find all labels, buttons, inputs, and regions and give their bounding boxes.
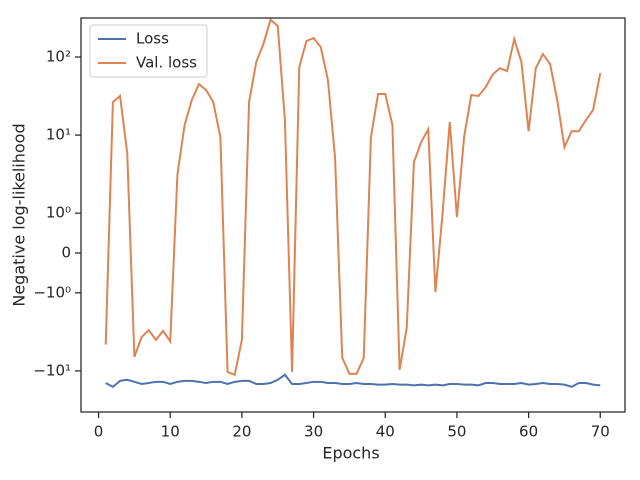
y-tick-label: 10¹: [46, 126, 71, 144]
line-series: [104, 18, 602, 377]
line-series: [105, 373, 601, 389]
y-tick-label: 10²: [46, 48, 71, 66]
x-tick-label: 10: [161, 423, 180, 441]
x-tick-label: 70: [591, 423, 610, 441]
x-tick-label: 0: [94, 423, 104, 441]
x-tick-label: 20: [232, 423, 251, 441]
x-tick-label: 50: [447, 423, 466, 441]
y-tick-label: 10⁰: [46, 204, 71, 222]
x-tick-label: 30: [304, 423, 323, 441]
legend-label: Val. loss: [136, 54, 197, 72]
legend: Loss Val. loss: [89, 24, 208, 78]
x-axis-label: Epochs: [322, 444, 379, 463]
y-axis-label: Negative log-likelihood: [10, 123, 29, 306]
x-tick-label: 40: [376, 423, 395, 441]
legend-label: Loss: [136, 30, 169, 48]
y-tick-label: −10⁰: [33, 283, 71, 301]
y-tick-label: 0: [61, 244, 71, 262]
x-tick-label: 60: [519, 423, 538, 441]
axes-frame: [80, 17, 626, 413]
y-tick-label: −10¹: [33, 361, 71, 379]
